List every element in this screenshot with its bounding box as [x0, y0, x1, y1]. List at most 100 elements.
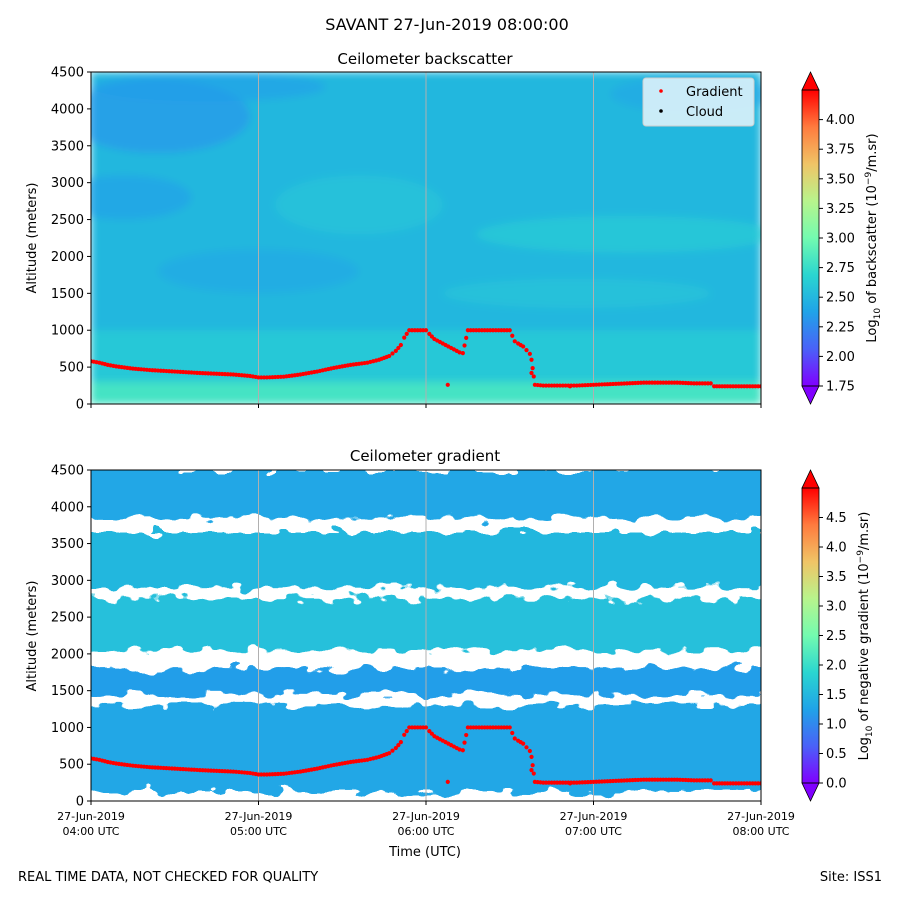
x-tick-time: 05:00 UTC [230, 825, 287, 838]
gradient-colorbar-min-arrow [801, 782, 820, 802]
y-tick-label: 1500 [51, 684, 84, 699]
backscatter-gradient-series [91, 328, 761, 389]
colorbar-tick-label: 3.75 [826, 143, 855, 158]
gradient-xlabel: Time (UTC) [388, 845, 461, 860]
colorbar-tick-label: 1.75 [826, 380, 855, 395]
backscatter-colorbar-max-arrow [801, 71, 820, 91]
colorbar-tick-label: 2.0 [826, 659, 847, 674]
backscatter-cell [442, 278, 711, 309]
y-tick-label: 500 [59, 758, 84, 773]
legend-marker-cloud [659, 109, 663, 113]
gradient-point [529, 768, 534, 773]
gradient-point [429, 334, 434, 339]
gradient-point [567, 781, 573, 786]
gradient-point [464, 335, 469, 340]
y-tick-label: 2500 [51, 611, 84, 626]
backscatter-title: Ceilometer backscatter [337, 50, 513, 68]
gradient-point [387, 751, 392, 756]
gradient-point [524, 745, 529, 750]
gradient-panel: Ceilometer gradient 0 500 1000 1500 2000 2500… [25, 447, 875, 860]
gradient-point [404, 729, 409, 734]
gradient-point [524, 348, 529, 353]
gradient-point [510, 333, 515, 338]
y-tick-label: 3000 [51, 574, 84, 589]
gradient-point [445, 779, 450, 784]
gradient-y-axis: 0 500 1000 1500 2000 2500 3000 3500 4000 4500 [51, 464, 91, 810]
gradient-point [402, 335, 407, 340]
y-tick-label: 3500 [51, 139, 84, 154]
gradient-point [462, 740, 467, 745]
colorbar-tick-label: 2.5 [826, 629, 847, 644]
gradient-point [510, 730, 515, 736]
gradient-point [527, 351, 532, 356]
gradient-colorbar-ticks: 0.0 0.5 1.0 1.5 2.0 2.5 3.0 3.5 4.0 4.5 [819, 511, 847, 792]
x-tick-date: 27-Jun-2019 [727, 810, 795, 823]
backscatter-colorbar-fill [802, 90, 819, 386]
gradient-point [507, 725, 512, 730]
gradient-point [387, 353, 392, 359]
y-tick-label: 4000 [51, 102, 84, 117]
y-tick-label: 1000 [51, 324, 84, 339]
gradient-point [507, 328, 512, 333]
gradient-point [390, 351, 395, 356]
gradient-point [758, 384, 761, 389]
gradient-point [521, 344, 526, 349]
gradient-point [530, 763, 535, 768]
y-tick-label: 4500 [51, 66, 84, 81]
gradient-gridlines [258, 470, 594, 801]
backscatter-x-axis [90, 404, 762, 408]
gradient-colorbar: 0.0 0.5 1.0 1.5 2.0 2.5 3.0 3.5 4.0 4.5 Log10 of … [801, 469, 875, 802]
y-tick-label: 1000 [51, 721, 84, 736]
colorbar-tick-label: 0.5 [826, 747, 847, 762]
colorbar-tick-label: 4.0 [826, 541, 847, 556]
y-tick-label: 3000 [51, 176, 84, 191]
backscatter-y-axis: 0 500 1000 1500 2000 2500 3000 3500 4000 4500 [51, 66, 91, 413]
backscatter-cell [476, 215, 761, 253]
backscatter-colorbar-ticks: 1.75 2.00 2.25 2.50 2.75 3.00 3.25 3.50 3.75 4.00 [819, 113, 855, 395]
y-tick-label: 500 [59, 361, 84, 376]
gradient-point [423, 328, 429, 333]
y-tick-label: 0 [76, 398, 84, 413]
gradient-point [512, 736, 517, 741]
quality-disclaimer: REAL TIME DATA, NOT CHECKED FOR QUALITY [18, 870, 319, 885]
colorbar-tick-label: 2.50 [826, 291, 855, 306]
backscatter-cell [91, 72, 326, 102]
x-tick-time: 07:00 UTC [565, 825, 622, 838]
y-tick-label: 2500 [51, 213, 84, 228]
gradient-point [708, 778, 713, 783]
colorbar-tick-label: 1.5 [826, 688, 847, 703]
gradient-point [398, 740, 403, 745]
x-tick-date: 27-Jun-2019 [57, 810, 125, 823]
gradient-gradient-series [91, 725, 761, 786]
gradient-point [708, 381, 713, 386]
gradient-point [529, 370, 534, 376]
colorbar-tick-label: 1.0 [826, 718, 847, 733]
gradient-point [512, 339, 517, 344]
gradient-point [393, 348, 398, 353]
backscatter-colorbar-min-arrow [801, 385, 820, 405]
gradient-point [464, 732, 469, 738]
legend-label-gradient: Gradient [686, 85, 743, 100]
gradient-point [460, 350, 465, 356]
gradient-point [529, 754, 534, 759]
gradient-point [404, 331, 409, 337]
site-label: Site: ISS1 [819, 870, 882, 885]
backscatter-panel: Ceilometer backscatter 0 500 1000 1500 2000 2… [25, 50, 883, 413]
legend: Gradient Cloud [642, 77, 755, 127]
gradient-point [393, 745, 398, 751]
gradient-point [396, 345, 401, 351]
colorbar-tick-label: 3.00 [826, 232, 855, 247]
colorbar-tick-label: 4.5 [826, 511, 847, 526]
colorbar-tick-label: 0.0 [826, 777, 847, 792]
gradient-point [527, 748, 532, 754]
gradient-x-axis: 27-Jun-2019 04:00 UTC 27-Jun-2019 05:00 UTC… [57, 801, 795, 838]
y-tick-label: 4000 [51, 500, 84, 515]
backscatter-cell [275, 175, 443, 235]
x-tick-time: 04:00 UTC [62, 825, 119, 838]
backscatter-cell [91, 175, 192, 220]
gradient-point [521, 741, 526, 746]
gradient-point [531, 771, 536, 776]
gradient-point [457, 350, 462, 355]
gradient-point [462, 343, 467, 348]
colorbar-tick-label: 2.00 [826, 350, 855, 365]
